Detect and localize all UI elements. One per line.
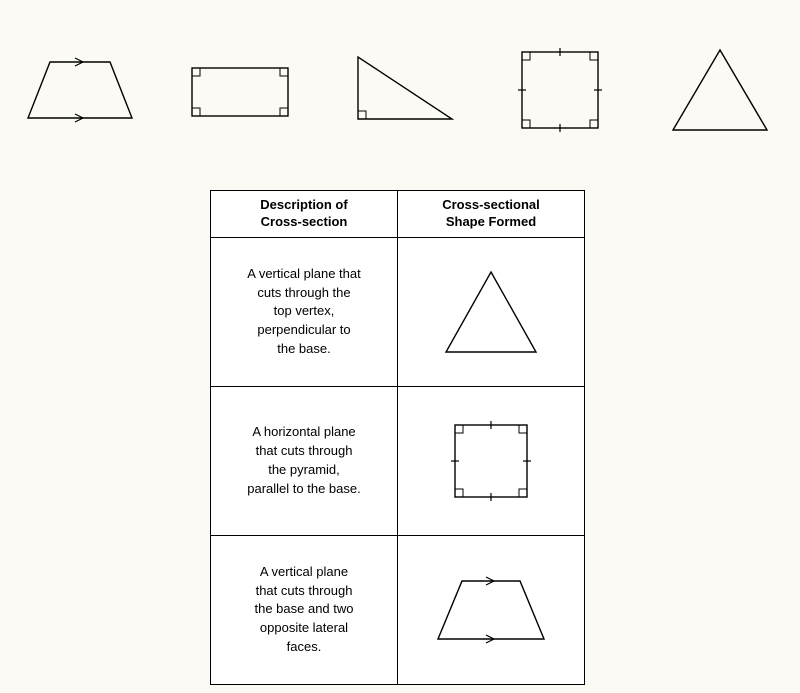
row1-shape xyxy=(398,237,585,386)
shape-trapezoid xyxy=(10,40,150,140)
shape-triangle xyxy=(650,40,790,140)
header-left-line1: Description of xyxy=(260,197,347,212)
table-row: A vertical plane that cuts through the t… xyxy=(211,237,585,386)
page: Description of Cross-section Cross-secti… xyxy=(0,0,800,693)
header-shape: Cross-sectional Shape Formed xyxy=(398,191,585,238)
shape-square xyxy=(490,40,630,140)
cross-section-table: Description of Cross-section Cross-secti… xyxy=(210,190,585,685)
row2-shape xyxy=(398,386,585,535)
row3-shape xyxy=(398,535,585,684)
row1-description: A vertical plane that cuts through the t… xyxy=(211,237,398,386)
header-description: Description of Cross-section xyxy=(211,191,398,238)
table-header-row: Description of Cross-section Cross-secti… xyxy=(211,191,585,238)
header-right-line1: Cross-sectional xyxy=(442,197,540,212)
row3-description: A vertical plane that cuts through the b… xyxy=(211,535,398,684)
shape-right-triangle xyxy=(330,40,470,140)
table-row: A horizontal plane that cuts through the… xyxy=(211,386,585,535)
shape-options-row xyxy=(0,30,800,150)
shape-rectangle xyxy=(170,40,310,140)
table-row: A vertical plane that cuts through the b… xyxy=(211,535,585,684)
row2-description: A horizontal plane that cuts through the… xyxy=(211,386,398,535)
header-left-line2: Cross-section xyxy=(261,214,348,229)
header-right-line2: Shape Formed xyxy=(446,214,536,229)
